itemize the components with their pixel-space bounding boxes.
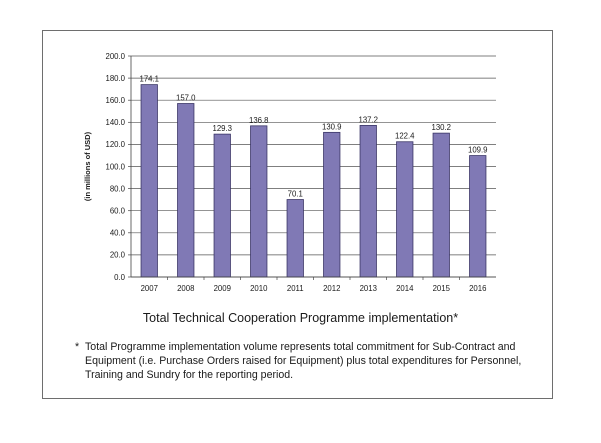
y-tick-label: 140.0 [105,118,125,127]
footnote-text: Total Programme implementation volume re… [85,341,522,381]
x-tick-label: 2008 [177,284,194,293]
bar-2007 [140,84,158,278]
y-tick-label: 60.0 [110,207,126,216]
chart-title: Total Technical Cooperation Programme im… [142,311,459,325]
x-tick-label: 2010 [250,284,268,293]
bar-2009 [213,133,231,278]
x-axis-ticks: 2007 2008 2009 2010 2011 2012 2013 2014 2015 2016 [141,277,486,293]
y-tick-label: 200.0 [105,52,125,61]
bar-2010 [250,125,268,278]
bar-2012 [323,131,341,278]
x-tick-label: 2015 [433,284,451,293]
value-label-2012: 130.9 [322,122,342,131]
y-tick-label: 120.0 [105,140,125,149]
bar-2016 [469,155,487,278]
value-label-2013: 137.2 [358,115,378,124]
x-tick-label: 2011 [287,284,304,293]
y-tick-label: 80.0 [110,184,126,193]
bar-2013 [359,124,377,278]
value-label-2015: 130.2 [431,123,451,132]
y-axis-label: (in millions of USD) [83,131,92,201]
y-tick-label: 20.0 [110,251,126,260]
x-tick-label: 2014 [396,284,414,293]
value-label-2008: 157.0 [176,94,196,103]
value-label-2010: 136.8 [249,116,269,125]
y-axis-ticks: 0.0 20.0 40.0 60.0 80.0 100.0 120.0 140.0 160.0 1… [105,52,131,282]
y-tick-label: 100.0 [105,162,125,171]
bar-2008 [177,103,195,278]
value-label-2009: 129.3 [212,124,232,133]
x-tick-label: 2016 [469,284,486,293]
y-tick-label: 180.0 [105,74,125,83]
footnote: * Total Programme implementation volume … [75,340,545,382]
x-tick-label: 2012 [323,284,340,293]
footnote-marker: * [75,341,80,353]
bar-2014 [396,141,414,278]
y-tick-label: 160.0 [105,96,125,105]
value-label-2011: 70.1 [288,190,303,199]
value-labels: 174.1 157.0 129.3 136.8 70.1 130.9 137.2 122.4 1… [139,75,487,199]
y-tick-label: 40.0 [110,229,126,238]
bar-2015 [432,132,450,278]
x-tick-label: 2007 [141,284,158,293]
bars [140,84,487,278]
bar-2011 [286,199,304,278]
value-label-2016: 109.9 [468,146,488,155]
y-tick-label: 0.0 [114,273,126,282]
value-label-2007: 174.1 [139,75,159,84]
x-tick-label: 2013 [360,284,377,293]
x-tick-label: 2009 [214,284,231,293]
value-label-2014: 122.4 [395,132,415,141]
